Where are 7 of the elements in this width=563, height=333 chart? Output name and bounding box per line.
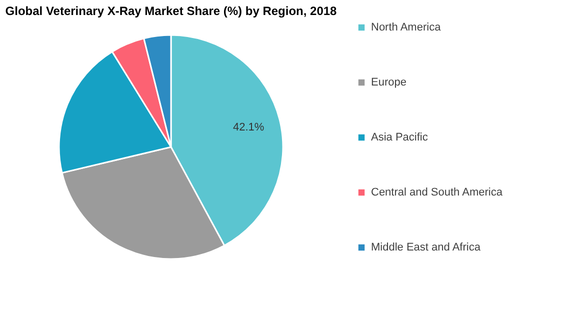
legend-label: Europe	[371, 76, 406, 88]
legend-label: Central and South America	[371, 186, 504, 198]
chart-title: Global Veterinary X-Ray Market Share (%) by Region, 2018	[5, 4, 338, 18]
data-label: 42.1%	[232, 121, 264, 134]
legend-label: North America	[371, 22, 442, 34]
legend-label: Middle East and Africa	[371, 242, 482, 254]
legend-label: Asia Pacific	[371, 132, 428, 144]
